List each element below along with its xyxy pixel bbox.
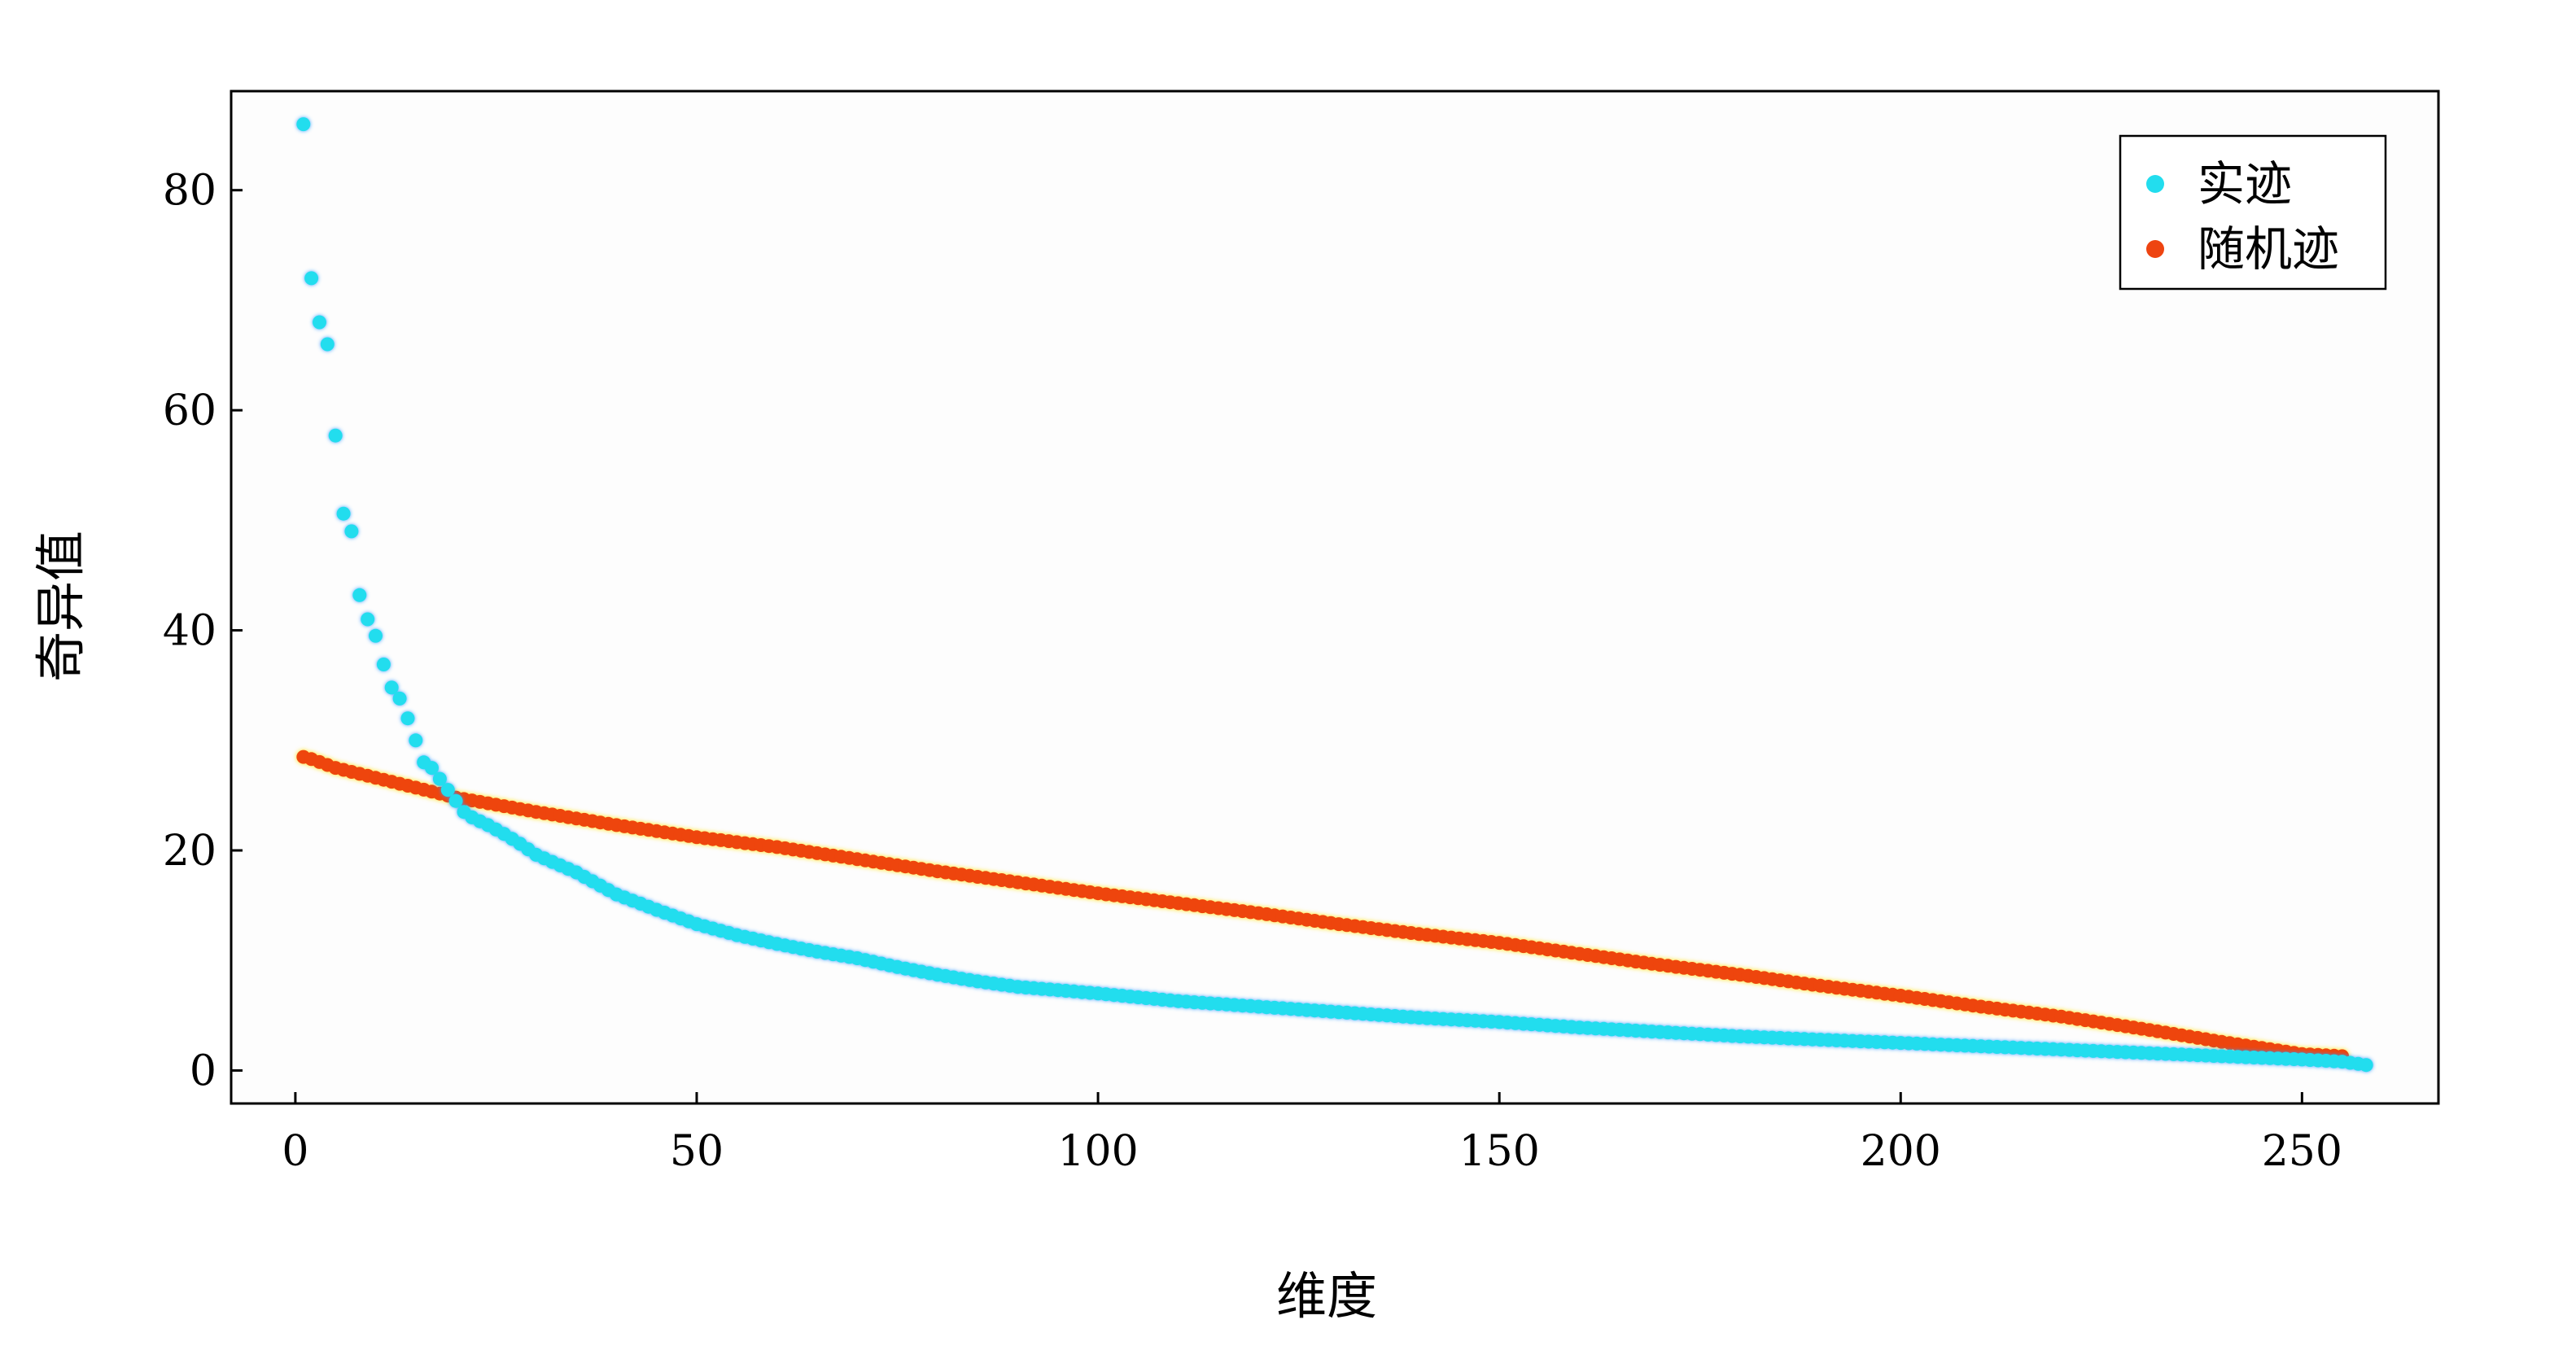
point-real xyxy=(320,337,335,352)
x-axis-title: 维度 xyxy=(1276,1266,1377,1326)
point-real xyxy=(313,315,326,330)
point-real xyxy=(376,658,391,671)
legend-marker-real xyxy=(2146,175,2164,193)
x-tick-label: 0 xyxy=(282,1127,308,1176)
x-tick-label: 100 xyxy=(1057,1127,1138,1176)
point-real xyxy=(336,506,351,521)
point-real xyxy=(432,771,447,786)
y-tick-label: 80 xyxy=(163,167,216,216)
legend: 实迹 随机迹 xyxy=(2119,134,2387,291)
point-real xyxy=(304,271,319,286)
point-real xyxy=(352,588,367,602)
series-real xyxy=(296,117,2373,1073)
y-tick-label: 40 xyxy=(163,607,216,656)
x-tick-label: 200 xyxy=(1861,1127,1941,1176)
point-real xyxy=(328,428,343,443)
point-real xyxy=(344,524,359,539)
point-real xyxy=(361,612,375,627)
y-tick-label: 0 xyxy=(190,1047,216,1095)
plot-area xyxy=(230,90,2440,1105)
point-real xyxy=(425,761,439,776)
x-tick-label: 150 xyxy=(1459,1127,1540,1176)
point-real xyxy=(400,711,415,726)
series-random xyxy=(296,749,2350,1064)
point-real xyxy=(409,733,423,748)
y-tick-label: 60 xyxy=(163,387,216,435)
legend-label-real: 实迹 xyxy=(2198,156,2292,212)
x-axis-ticks: 0 50 100 150 200 250 xyxy=(282,1092,2342,1176)
x-tick-label: 250 xyxy=(2262,1127,2342,1176)
point-real xyxy=(369,628,383,643)
point-real xyxy=(296,117,311,132)
y-tick-label: 20 xyxy=(163,827,216,876)
point-real xyxy=(448,793,463,808)
point-real xyxy=(2359,1058,2373,1073)
legend-box xyxy=(2119,134,2387,291)
y-axis-title: 奇异值 xyxy=(31,531,90,682)
point-real xyxy=(384,680,399,695)
point-real xyxy=(440,783,455,798)
x-tick-label: 50 xyxy=(670,1127,724,1176)
point-real xyxy=(392,691,407,706)
series-layer xyxy=(296,117,2373,1073)
legend-label-random: 随机迹 xyxy=(2198,221,2339,277)
legend-marker-random xyxy=(2146,240,2164,258)
y-axis-ticks: 0 20 40 60 80 xyxy=(163,167,243,1095)
